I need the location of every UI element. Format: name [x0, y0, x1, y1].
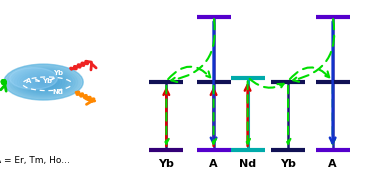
- Circle shape: [20, 71, 67, 93]
- Circle shape: [28, 75, 59, 89]
- Circle shape: [22, 73, 65, 92]
- Circle shape: [4, 64, 83, 100]
- Circle shape: [33, 77, 54, 87]
- Circle shape: [8, 66, 79, 98]
- Circle shape: [10, 67, 77, 97]
- Circle shape: [9, 67, 78, 98]
- Circle shape: [4, 64, 83, 100]
- Circle shape: [15, 69, 71, 95]
- Circle shape: [18, 70, 69, 94]
- Circle shape: [10, 68, 57, 89]
- Text: A = Er, Tm, Ho...: A = Er, Tm, Ho...: [0, 156, 70, 165]
- Circle shape: [38, 80, 49, 84]
- Text: A: A: [26, 78, 32, 84]
- Circle shape: [25, 74, 62, 90]
- Circle shape: [31, 77, 55, 88]
- Circle shape: [36, 78, 51, 86]
- Text: Yb: Yb: [158, 159, 174, 169]
- Text: Yb: Yb: [280, 159, 296, 169]
- Circle shape: [23, 73, 63, 91]
- Circle shape: [17, 70, 70, 94]
- Circle shape: [6, 65, 81, 99]
- Circle shape: [34, 78, 53, 87]
- Circle shape: [39, 80, 48, 84]
- Circle shape: [4, 64, 83, 100]
- Circle shape: [30, 76, 57, 88]
- Circle shape: [12, 68, 75, 96]
- Text: Yb: Yb: [53, 70, 63, 76]
- Circle shape: [20, 71, 67, 93]
- Text: Nd: Nd: [52, 89, 64, 95]
- Text: Nd: Nd: [239, 159, 256, 169]
- Circle shape: [41, 81, 46, 83]
- Text: Yb: Yb: [42, 78, 52, 84]
- Text: A: A: [328, 159, 337, 169]
- Circle shape: [37, 79, 50, 85]
- Circle shape: [22, 72, 65, 92]
- Circle shape: [12, 68, 75, 96]
- Circle shape: [14, 69, 73, 96]
- Text: A: A: [209, 159, 218, 169]
- Circle shape: [36, 78, 51, 86]
- Circle shape: [28, 75, 59, 89]
- Circle shape: [26, 74, 61, 90]
- Circle shape: [29, 76, 57, 88]
- Circle shape: [14, 69, 73, 95]
- Circle shape: [42, 81, 45, 83]
- Circle shape: [6, 65, 81, 99]
